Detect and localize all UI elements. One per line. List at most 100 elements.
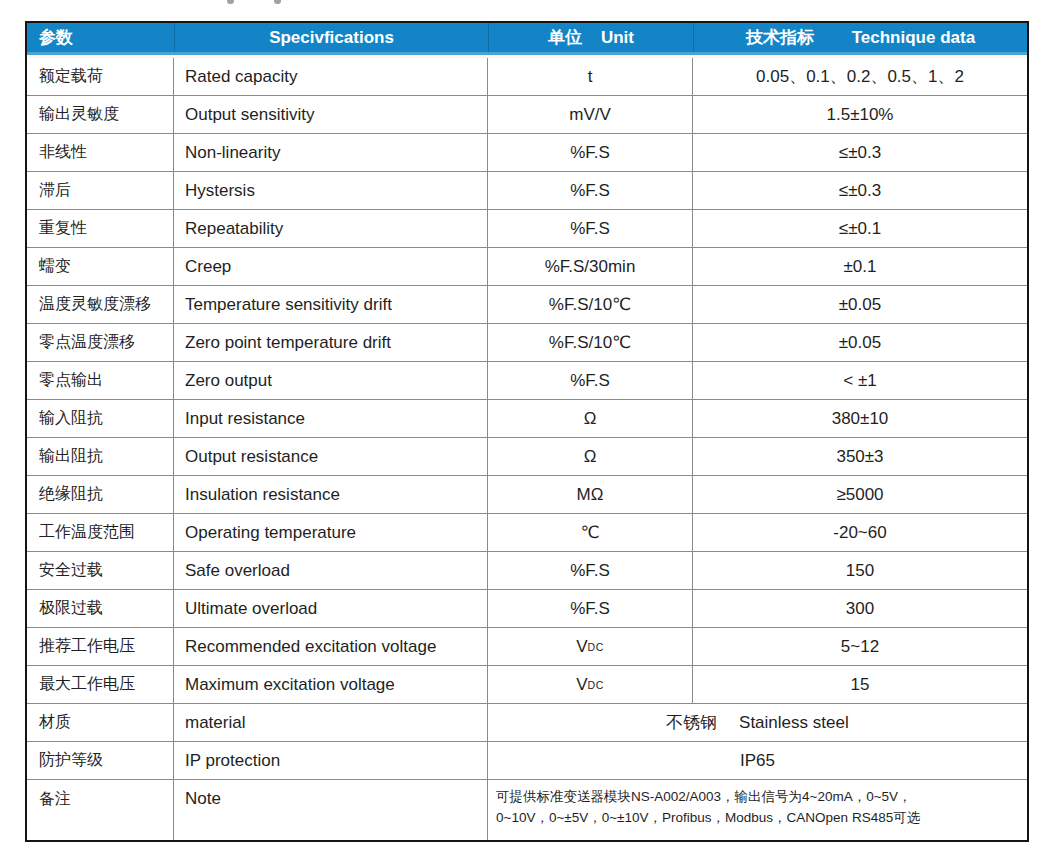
table-row: 最大工作电压Maximum excitation voltageVDC15 [27,665,1027,703]
table-row: 零点温度漂移Zero point temperature drift%F.S/1… [27,323,1027,361]
spec-table: 参数 Specivfications 单位 Unit 技术指标 Techniqu… [25,21,1029,842]
table-row: 零点输出Zero output%F.S< ±1 [27,361,1027,399]
param-zh-cell: 滞后 [27,172,174,209]
merged-value-cell: 不锈钢 Stainless steel [488,704,1027,741]
param-en-cell: Safe overload [174,552,488,589]
param-en-cell: Zero point temperature drift [174,324,488,361]
table-row: 输出阻抗Output resistanceΩ350±3 [27,437,1027,475]
page: { "artifacts": { "cropped_title_remnants… [0,0,1037,863]
value-cell: ±0.1 [693,248,1027,285]
param-en-cell: Output resistance [174,438,488,475]
value-cell: < ±1 [693,362,1027,399]
header-param: 参数 [27,26,174,49]
value-cell: ≤±0.3 [693,172,1027,209]
unit-cell: VDC [488,628,693,665]
value-cell: ≤±0.1 [693,210,1027,247]
param-en-cell: Note [174,780,488,840]
param-en-cell: Insulation resistance [174,476,488,513]
cropped-text-remnant [227,0,234,4]
param-zh-cell: 蠕变 [27,248,174,285]
table-row: 安全过载Safe overload%F.S150 [27,551,1027,589]
unit-cell: %F.S/10℃ [488,324,693,361]
table-row: 输入阻抗Input resistanceΩ380±10 [27,399,1027,437]
param-en-cell: Maximum excitation voltage [174,666,488,703]
param-en-cell: Non-linearity [174,134,488,171]
table-row: 输出灵敏度Output sensitivitymV/V1.5±10% [27,95,1027,133]
unit-cell: mV/V [488,96,693,133]
value-cell: -20~60 [693,514,1027,551]
param-en-cell: Recommended excitation voltage [174,628,488,665]
table-row: 备注Note可提供标准变送器模块NS-A002/A003，输出信号为4~20mA… [27,779,1027,840]
unit-cell: VDC [488,666,693,703]
param-en-cell: Input resistance [174,400,488,437]
param-zh-cell: 温度灵敏度漂移 [27,286,174,323]
header-unit: 单位 Unit [488,23,693,52]
param-en-cell: Rated capacity [174,58,488,95]
table-row: 极限过载Ultimate overload%F.S300 [27,589,1027,627]
param-en-cell: Output sensitivity [174,96,488,133]
table-row: 滞后Hystersis%F.S≤±0.3 [27,171,1027,209]
param-en-cell: Repeatability [174,210,488,247]
unit-cell: %F.S [488,210,693,247]
table-header-row: 参数 Specivfications 单位 Unit 技术指标 Techniqu… [27,23,1027,52]
unit-cell: %F.S/10℃ [488,286,693,323]
merged-value-cell: IP65 [488,742,1027,779]
param-en-cell: IP protection [174,742,488,779]
unit-cell: ℃ [488,514,693,551]
param-zh-cell: 最大工作电压 [27,666,174,703]
param-zh-cell: 防护等级 [27,742,174,779]
table-row: 推荐工作电压Recommended excitation voltageVDC5… [27,627,1027,665]
unit-cell: MΩ [488,476,693,513]
value-cell: 350±3 [693,438,1027,475]
param-zh-cell: 绝缘阻抗 [27,476,174,513]
param-zh-cell: 输入阻抗 [27,400,174,437]
cropped-text-remnant [274,0,281,4]
unit-cell: %F.S/30min [488,248,693,285]
value-cell: ≥5000 [693,476,1027,513]
param-en-cell: Ultimate overload [174,590,488,627]
table-row: 重复性Repeatability%F.S≤±0.1 [27,209,1027,247]
table-row: 温度灵敏度漂移Temperature sensitivity drift%F.S… [27,285,1027,323]
table-row: 防护等级IP protectionIP65 [27,741,1027,779]
unit-subscript: DC [588,641,604,653]
unit-cell: Ω [488,438,693,475]
table-body: 额定载荷Rated capacityt0.05、0.1、0.2、0.5、1、2输… [27,58,1027,840]
value-cell: ±0.05 [693,324,1027,361]
unit-cell: %F.S [488,134,693,171]
param-en-cell: Temperature sensitivity drift [174,286,488,323]
param-zh-cell: 重复性 [27,210,174,247]
unit-cell: %F.S [488,362,693,399]
note-cell: 可提供标准变送器模块NS-A002/A003，输出信号为4~20mA，0~5V，… [488,780,1027,840]
value-cell: 300 [693,590,1027,627]
unit-cell: %F.S [488,172,693,209]
param-zh-cell: 安全过载 [27,552,174,589]
param-zh-cell: 零点输出 [27,362,174,399]
unit-cell: t [488,58,693,95]
unit-subscript: DC [588,679,604,691]
param-en-cell: Hystersis [174,172,488,209]
param-zh-cell: 材质 [27,704,174,741]
unit-cell: %F.S [488,590,693,627]
value-cell: 15 [693,666,1027,703]
param-zh-cell: 极限过载 [27,590,174,627]
unit-cell: %F.S [488,552,693,589]
value-cell: 380±10 [693,400,1027,437]
param-zh-cell: 工作温度范围 [27,514,174,551]
param-en-cell: Creep [174,248,488,285]
param-zh-cell: 推荐工作电压 [27,628,174,665]
value-cell: 150 [693,552,1027,589]
value-cell: ≤±0.3 [693,134,1027,171]
value-cell: 5~12 [693,628,1027,665]
param-en-cell: Operating temperature [174,514,488,551]
param-zh-cell: 备注 [27,780,174,840]
table-row: 非线性Non-linearity%F.S≤±0.3 [27,133,1027,171]
header-specifications: Specivfications [174,23,488,52]
table-row: 材质material不锈钢 Stainless steel [27,703,1027,741]
param-zh-cell: 零点温度漂移 [27,324,174,361]
param-en-cell: material [174,704,488,741]
header-technique-data: 技术指标 Technique data [693,23,1027,52]
table-row: 蠕变Creep%F.S/30min±0.1 [27,247,1027,285]
table-row: 额定载荷Rated capacityt0.05、0.1、0.2、0.5、1、2 [27,58,1027,95]
param-zh-cell: 输出阻抗 [27,438,174,475]
param-zh-cell: 非线性 [27,134,174,171]
